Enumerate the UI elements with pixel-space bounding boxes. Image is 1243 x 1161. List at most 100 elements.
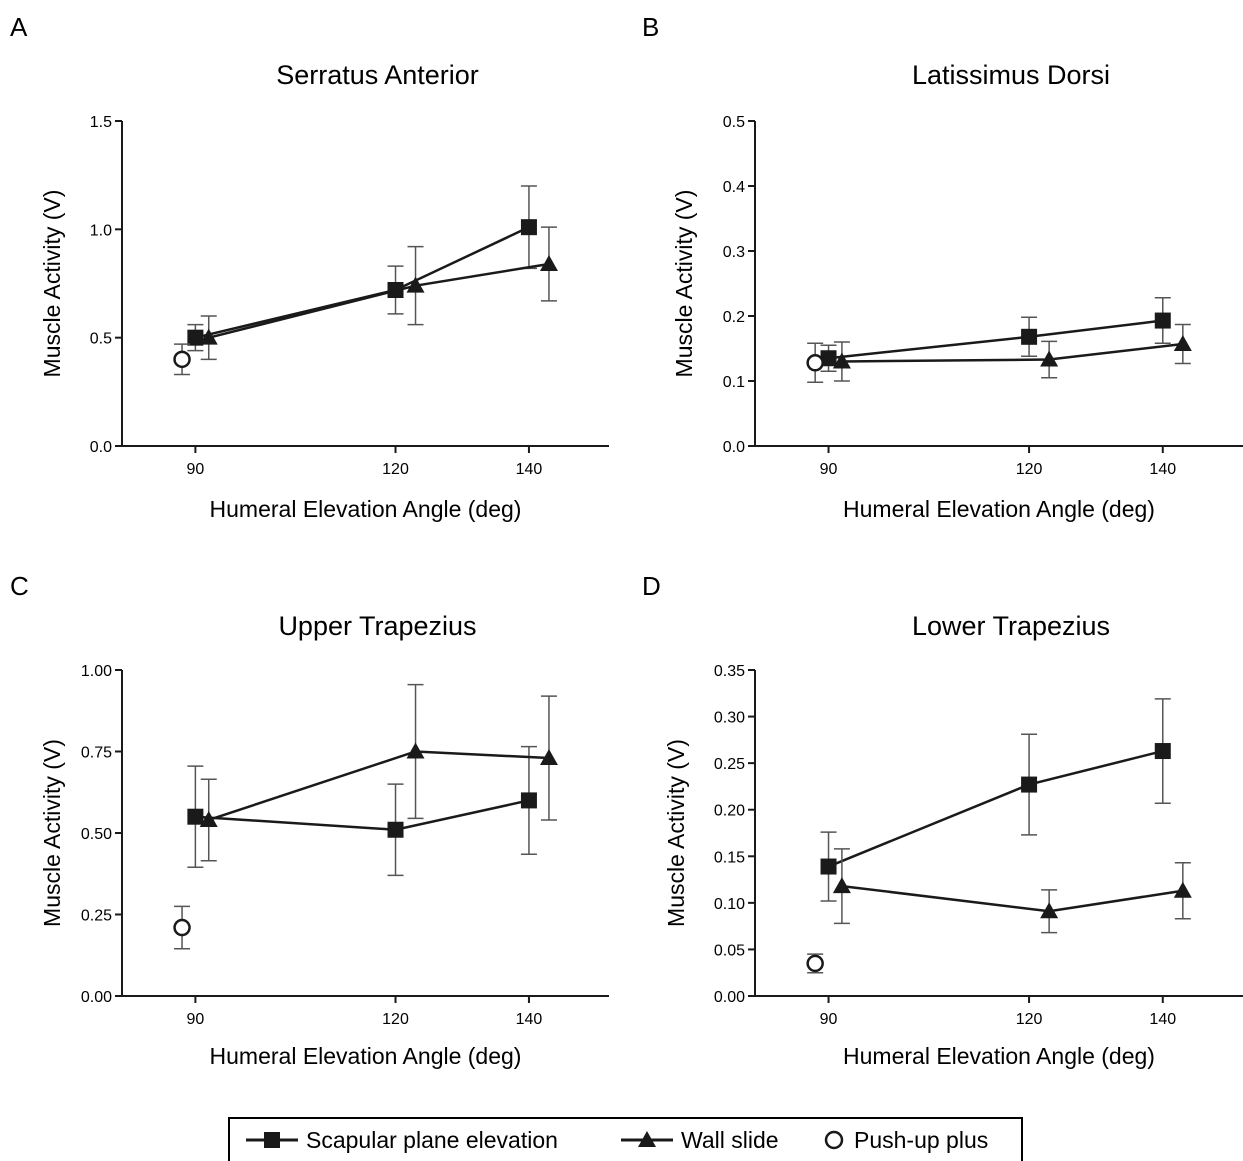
open-circle-icon	[824, 1130, 844, 1150]
series-line-triangle	[841, 342, 1183, 363]
point-triangle	[199, 810, 218, 827]
point-triangle	[1173, 881, 1192, 898]
series-line-square	[828, 749, 1164, 868]
x-tick-label: 120	[382, 461, 409, 478]
y-tick-label: 0.20	[714, 803, 745, 820]
point-triangle	[539, 749, 558, 766]
legend-box	[228, 1117, 1023, 1161]
legend-label-scapular: Scapular plane elevation	[306, 1127, 558, 1153]
y-axis-label: Muscle Activity (V)	[671, 190, 697, 378]
point-square	[520, 792, 537, 809]
chart-title: Serratus Anterior	[276, 60, 479, 90]
y-tick-label: 0.05	[714, 942, 745, 959]
point-square	[187, 808, 204, 825]
point-square	[820, 858, 837, 875]
x-tick-label: 140	[516, 1011, 543, 1028]
y-tick-label: 0.50	[81, 826, 112, 843]
point-square	[387, 821, 404, 838]
chart-title: Upper Trapezius	[278, 611, 476, 641]
legend-item-push-up: Push-up plus	[824, 1127, 988, 1153]
y-tick-label: 0.00	[81, 989, 112, 1006]
y-tick-label: 0.0	[90, 439, 112, 456]
point-triangle	[1040, 350, 1059, 367]
y-tick-label: 0.00	[714, 989, 745, 1006]
point-circle	[806, 354, 824, 372]
y-tick-label: 1.0	[90, 222, 112, 239]
x-tick-label: 90	[186, 461, 204, 478]
y-tick-label: 0.5	[90, 331, 112, 348]
panel-c: C Upper Trapezius 0.00 0.25 0.50 0.75 1.00 90 12…	[10, 571, 609, 1069]
y-tick-label: 1.5	[90, 114, 112, 131]
y-tick-label: 0.5	[723, 114, 745, 131]
series-line-square	[195, 226, 530, 339]
point-square	[187, 329, 204, 346]
y-axis-label: Muscle Activity (V)	[663, 739, 689, 927]
point-square	[520, 219, 537, 236]
point-square	[1021, 776, 1038, 793]
legend-label-push-up: Push-up plus	[854, 1127, 988, 1153]
point-square	[1021, 328, 1038, 345]
panel-b: B Latissimus Dorsi 0.0 0.1 0.2 0.3 0.4 0.5 90 120…	[642, 12, 1243, 522]
panel-a: A Serratus Anterior 0.0 0.5 1.0 1.5 90 120 140 Hu…	[10, 12, 609, 522]
point-circle	[173, 918, 191, 937]
panel-d: D Lower Trapezius 0.00 0.05 0.10 0.15 0.20 0.25…	[642, 571, 1243, 1069]
y-tick-label: 0.4	[723, 179, 745, 196]
y-axis-label: Muscle Activity (V)	[39, 190, 65, 378]
panel-letter: C	[10, 571, 29, 601]
x-axis-label: Humeral Elevation Angle (deg)	[210, 496, 522, 522]
y-tick-label: 1.00	[81, 663, 112, 680]
legend: Scapular plane elevation Wall slide Push…	[228, 1117, 1023, 1161]
point-triangle	[1040, 902, 1059, 919]
point-triangle	[199, 328, 218, 345]
square-line-icon	[264, 1132, 280, 1148]
point-triangle	[1173, 334, 1192, 351]
legend-item-wall-slide: Wall slide	[621, 1127, 779, 1153]
y-tick-label: 0.1	[723, 374, 745, 391]
series-line-square	[195, 799, 530, 831]
chart-title: Lower Trapezius	[912, 611, 1110, 641]
y-tick-label: 0.2	[723, 309, 745, 326]
y-axis-label: Muscle Activity (V)	[39, 739, 65, 927]
x-axis-label: Humeral Elevation Angle (deg)	[210, 1043, 522, 1069]
series-line-triangle	[841, 884, 1184, 913]
y-tick-label: 0.0	[723, 439, 745, 456]
point-triangle	[406, 276, 425, 293]
x-tick-label: 120	[1016, 1011, 1043, 1028]
point-square	[1154, 743, 1171, 760]
x-axis-label: Humeral Elevation Angle (deg)	[843, 496, 1155, 522]
x-tick-label: 120	[382, 1011, 409, 1028]
y-tick-label: 0.15	[714, 849, 745, 866]
x-tick-label: 90	[820, 1011, 838, 1028]
panel-letter: D	[642, 571, 661, 601]
y-tick-label: 0.35	[714, 663, 745, 680]
panel-letter: B	[642, 12, 659, 42]
series-line-triangle	[208, 262, 550, 339]
legend-label-wall-slide: Wall slide	[681, 1127, 779, 1153]
point-triangle	[832, 352, 851, 369]
chart-title: Latissimus Dorsi	[912, 60, 1110, 90]
point-circle	[173, 350, 191, 369]
y-tick-label: 0.3	[723, 244, 745, 261]
point-square	[820, 350, 837, 367]
point-square	[1154, 312, 1171, 329]
point-circle	[806, 954, 824, 973]
triangle-line-icon	[638, 1131, 656, 1147]
y-tick-label: 0.25	[81, 908, 112, 925]
x-tick-label: 90	[820, 461, 838, 478]
y-tick-label: 0.25	[714, 756, 745, 773]
panel-letter: A	[10, 12, 28, 42]
x-tick-label: 140	[1149, 461, 1176, 478]
x-tick-label: 140	[1149, 1011, 1176, 1028]
x-axis-label: Humeral Elevation Angle (deg)	[843, 1043, 1155, 1069]
legend-item-scapular: Scapular plane elevation	[246, 1127, 558, 1153]
point-triangle	[406, 742, 425, 759]
panels: A Serratus Anterior 0.0 0.5 1.0 1.5 90 120 140 Hu…	[10, 12, 1243, 1069]
point-triangle	[832, 877, 851, 894]
y-tick-label: 0.10	[714, 896, 745, 913]
x-tick-label: 120	[1016, 461, 1043, 478]
x-tick-label: 90	[186, 1011, 204, 1028]
series-line-triangle	[208, 750, 550, 822]
y-tick-label: 0.30	[714, 710, 745, 727]
y-tick-label: 0.75	[81, 745, 112, 762]
